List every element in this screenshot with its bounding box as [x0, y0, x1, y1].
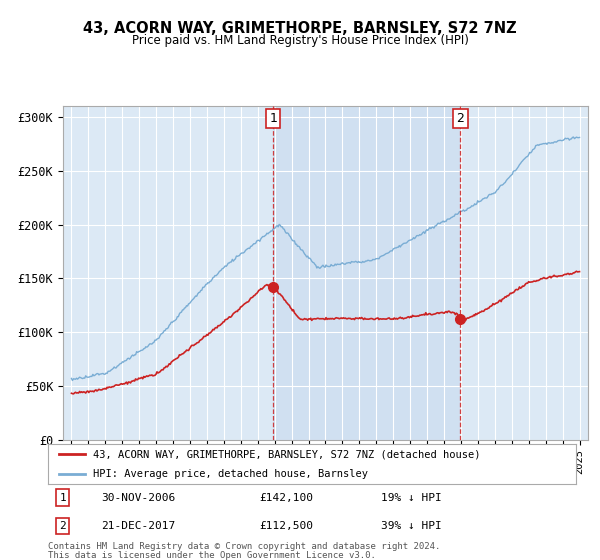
Text: HPI: Average price, detached house, Barnsley: HPI: Average price, detached house, Barn…: [93, 469, 368, 479]
Text: 2: 2: [457, 112, 464, 125]
Text: 2: 2: [59, 521, 66, 531]
Text: 19% ↓ HPI: 19% ↓ HPI: [380, 492, 442, 502]
Text: 21-DEC-2017: 21-DEC-2017: [101, 521, 175, 531]
Text: £112,500: £112,500: [259, 521, 313, 531]
Text: 1: 1: [59, 492, 66, 502]
Text: 30-NOV-2006: 30-NOV-2006: [101, 492, 175, 502]
Text: £142,100: £142,100: [259, 492, 313, 502]
Text: 43, ACORN WAY, GRIMETHORPE, BARNSLEY, S72 7NZ: 43, ACORN WAY, GRIMETHORPE, BARNSLEY, S7…: [83, 21, 517, 36]
Text: This data is licensed under the Open Government Licence v3.0.: This data is licensed under the Open Gov…: [48, 551, 376, 560]
Text: 39% ↓ HPI: 39% ↓ HPI: [380, 521, 442, 531]
Text: 43, ACORN WAY, GRIMETHORPE, BARNSLEY, S72 7NZ (detached house): 43, ACORN WAY, GRIMETHORPE, BARNSLEY, S7…: [93, 449, 481, 459]
Bar: [274, 106, 460, 440]
Text: Price paid vs. HM Land Registry's House Price Index (HPI): Price paid vs. HM Land Registry's House …: [131, 34, 469, 46]
Text: Contains HM Land Registry data © Crown copyright and database right 2024.: Contains HM Land Registry data © Crown c…: [48, 542, 440, 551]
Text: 1: 1: [269, 112, 277, 125]
